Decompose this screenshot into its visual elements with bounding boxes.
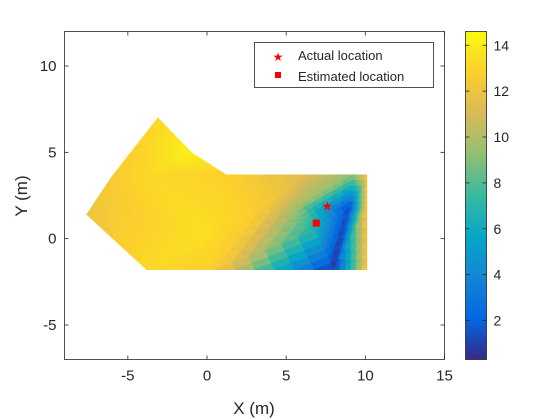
colorbar-tick-label: 10 — [494, 129, 510, 145]
legend-label-actual: Actual location — [298, 48, 383, 63]
surface-facet — [214, 263, 236, 271]
surface-facet — [333, 259, 340, 271]
surface-facet — [349, 259, 357, 271]
x-tick-label: 0 — [203, 368, 211, 385]
x-axis-ticks: -5 0 5 10 15 — [121, 31, 453, 385]
legend[interactable]: ★ Actual location Estimated location — [254, 42, 434, 88]
surface-plot — [85, 117, 368, 271]
colorbar — [465, 31, 487, 360]
y-tick-label: 10 — [40, 58, 57, 75]
colorbar-tick-label: 4 — [494, 267, 502, 283]
legend-label-estimated: Estimated location — [298, 69, 404, 84]
estimated-location-marker — [312, 219, 320, 227]
x-tick-label: 5 — [282, 368, 290, 385]
colorbar-tick-label: 2 — [494, 313, 502, 329]
surface-facet — [254, 263, 275, 271]
x-tick-label: 10 — [357, 368, 374, 385]
legend-square-marker — [275, 72, 281, 78]
surface-facet — [338, 259, 346, 271]
surface-facet — [360, 259, 368, 271]
y-tick-label: 0 — [48, 231, 56, 248]
y-axis-label: Y (m) — [12, 175, 31, 216]
y-axis-ticks: -5 0 5 10 — [40, 58, 445, 334]
colorbar-ticks: 2 4 6 8 10 12 14 — [465, 37, 510, 329]
surface-facet — [344, 259, 351, 271]
colorbar-tick-label: 6 — [494, 221, 502, 237]
colorbar-tick-label: 12 — [494, 83, 510, 99]
colorbar-tick-label: 14 — [494, 37, 510, 53]
plot-axes-box — [64, 31, 445, 360]
x-axis-label: X (m) — [233, 399, 275, 418]
surface-facet — [355, 259, 362, 271]
surface-facet — [274, 263, 295, 271]
surface-facet — [313, 263, 335, 271]
legend-box — [254, 42, 434, 88]
legend-star-marker: ★ — [273, 50, 284, 64]
colorbar-tick-label: 8 — [494, 175, 502, 191]
actual-location-marker: ★ — [322, 198, 334, 213]
location-markers: ★ — [312, 198, 334, 227]
surface-facet — [293, 263, 315, 271]
y-tick-label: 5 — [48, 144, 56, 161]
x-tick-label: 15 — [436, 368, 453, 385]
surface-facet — [234, 263, 255, 271]
x-tick-label: -5 — [121, 368, 134, 385]
y-tick-label: -5 — [43, 317, 56, 334]
